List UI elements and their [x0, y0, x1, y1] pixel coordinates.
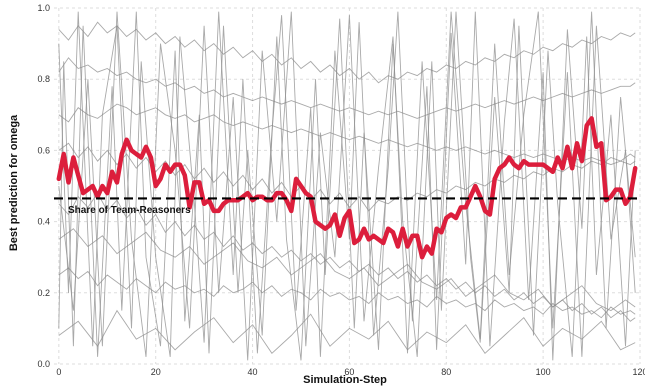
- x-tick-label: 120: [632, 367, 645, 377]
- y-tick-label: 0.0: [37, 359, 50, 369]
- y-tick-label: 0.2: [37, 288, 50, 298]
- y-tick-label: 1.0: [37, 3, 50, 13]
- y-axis-label: Best prediction for omega: [8, 114, 20, 251]
- y-tick-label: 0.8: [37, 74, 50, 84]
- x-tick-label: 80: [441, 367, 451, 377]
- reference-line-label: Share of Team-Reasoners: [68, 205, 191, 216]
- x-axis-label: Simulation-Step: [303, 374, 387, 386]
- x-tick-label: 0: [56, 367, 61, 377]
- x-tick-label: 20: [151, 367, 161, 377]
- x-tick-label: 40: [248, 367, 258, 377]
- x-tick-label: 100: [536, 367, 551, 377]
- y-tick-label: 0.6: [37, 145, 50, 155]
- y-tick-label: 0.4: [37, 217, 50, 227]
